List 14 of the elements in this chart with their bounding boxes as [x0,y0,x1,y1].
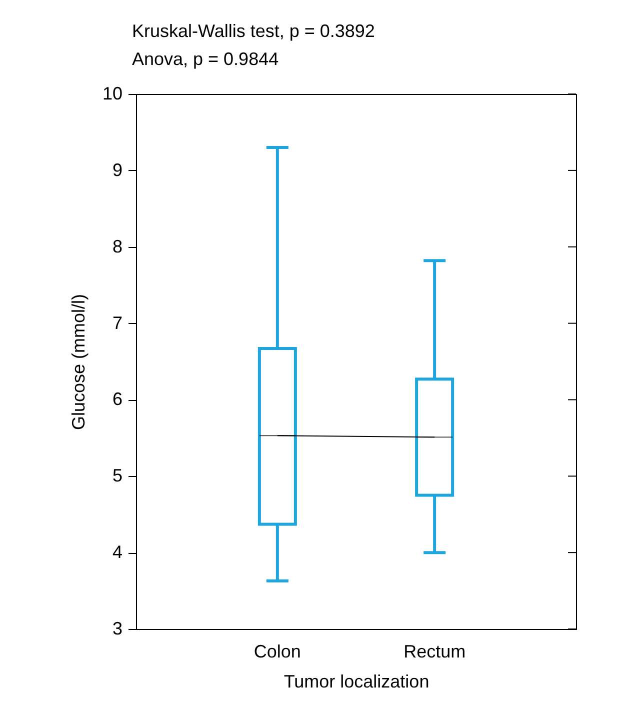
y-tick-label: 3 [112,618,122,638]
y-tick-label: 10 [102,84,122,104]
x-axis-title: Tumor localization [284,672,430,692]
y-tick-label: 4 [112,542,122,562]
y-tick-label: 7 [112,312,122,333]
y-tick-label: 8 [112,236,122,256]
x-tick-label: Rectum [404,642,466,662]
text: Kruskal-Wallis test, p = 0.3892 [132,21,375,41]
y-tick-label: 6 [112,389,122,410]
y-axis-title: Glucose (mmol/l) [68,294,88,430]
x-tick-label: Colon [254,642,301,662]
text: Anova, p = 0.9844 [132,49,279,69]
y-tick-label: 5 [112,466,122,486]
y-tick-label: 9 [112,160,122,180]
